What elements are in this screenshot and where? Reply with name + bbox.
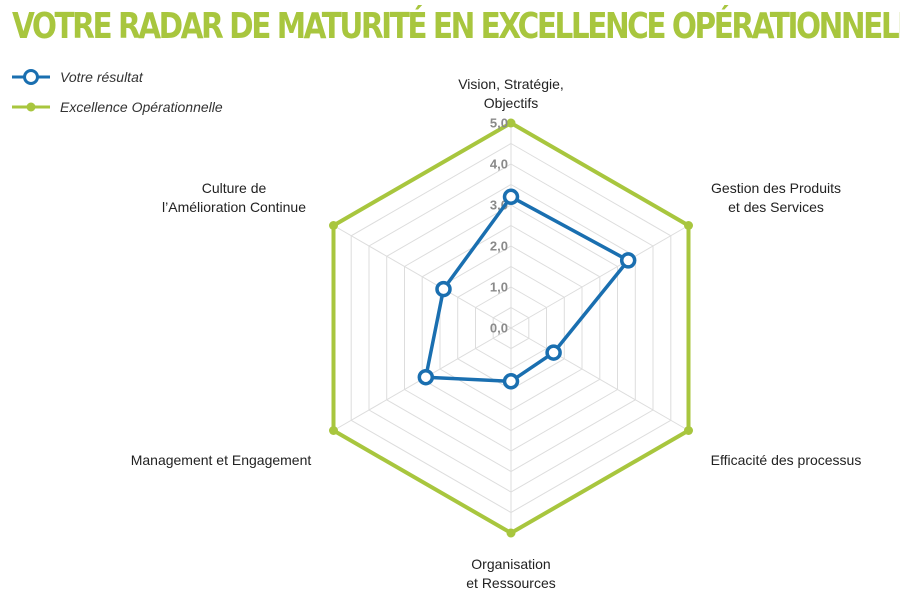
legend: Votre résultat Excellence Opérationnelle — [10, 62, 223, 122]
data-point-excellence[interactable] — [506, 528, 516, 538]
data-point-result[interactable] — [545, 344, 562, 361]
axis-label: et des Services — [728, 199, 824, 215]
axis-label: Culture de — [202, 180, 267, 196]
tick-label: 4,0 — [490, 157, 508, 172]
axis-label: Objectifs — [484, 95, 538, 111]
axis-label: et Ressources — [466, 575, 555, 591]
axis-label: Efficacité des processus — [711, 452, 862, 468]
series-line-result — [424, 195, 630, 384]
legend-label-excellence: Excellence Opérationnelle — [60, 99, 223, 115]
legend-label-result: Votre résultat — [60, 69, 143, 85]
data-point-excellence[interactable] — [684, 221, 693, 230]
axis-spoke — [333, 225, 512, 329]
axis-label: Organisation — [471, 556, 550, 572]
tick-label: 5,0 — [490, 116, 508, 131]
data-point-excellence[interactable] — [506, 118, 516, 128]
axis-label: Vision, Stratégie, — [458, 76, 564, 92]
legend-marker-excellence — [12, 102, 50, 112]
tick-label: 1,0 — [490, 280, 508, 295]
data-point-result[interactable] — [619, 252, 637, 269]
data-point-excellence[interactable] — [684, 426, 693, 435]
data-point-result[interactable] — [502, 373, 520, 390]
legend-item-result[interactable]: Votre résultat — [10, 62, 223, 92]
axis-label: Management et Engagement — [131, 452, 312, 468]
axis-spoke — [510, 327, 689, 431]
axis-label: Gestion des Produits — [711, 180, 841, 196]
tick-label: 2,0 — [490, 239, 508, 254]
data-point-result[interactable] — [435, 280, 452, 298]
axis-spoke — [510, 225, 689, 329]
data-point-excellence[interactable] — [329, 221, 338, 230]
axis-label: l’Amélioration Continue — [162, 199, 306, 215]
page-title: VOTRE RADAR DE MATURITÉ EN EXCELLENCE OP… — [12, 6, 900, 47]
tick-label: 0,0 — [490, 321, 508, 336]
legend-item-excellence[interactable]: Excellence Opérationnelle — [10, 92, 223, 122]
data-point-result[interactable] — [417, 368, 435, 386]
legend-marker-result — [12, 69, 50, 85]
data-point-excellence[interactable] — [329, 426, 338, 435]
data-point-result[interactable] — [502, 188, 520, 206]
